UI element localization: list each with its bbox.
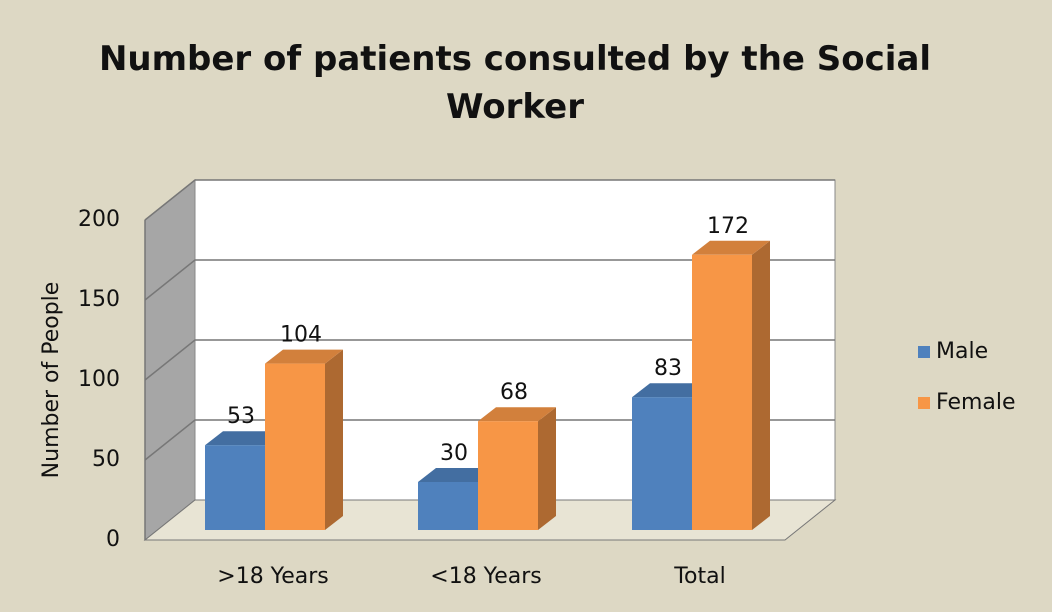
data-label: 53 <box>227 404 255 429</box>
bar-top <box>418 468 496 482</box>
data-label: 30 <box>440 441 468 466</box>
y-tick-label: 200 <box>78 207 120 232</box>
x-tick-label: >18 Years <box>217 564 328 589</box>
chart-title: Number of patients consulted by the Soci… <box>99 39 931 127</box>
bar-top <box>692 240 770 255</box>
bar <box>632 397 692 530</box>
legend-swatch <box>918 397 930 409</box>
grid-line <box>144 179 835 221</box>
bar-side <box>538 407 556 530</box>
y-tick-label: 0 <box>106 527 120 552</box>
data-label: 68 <box>500 380 528 405</box>
data-label: 104 <box>280 323 322 348</box>
y-tick-label: 50 <box>92 447 120 472</box>
legend-swatch <box>918 346 930 358</box>
legend-label: Male <box>936 339 988 364</box>
data-label: 172 <box>707 214 749 239</box>
bar <box>692 254 752 531</box>
bar <box>478 421 538 530</box>
x-tick-label: <18 Years <box>430 564 541 589</box>
bar-top <box>632 383 710 398</box>
y-tick-label: 150 <box>78 287 120 312</box>
bar-side <box>325 349 343 530</box>
bar <box>418 482 478 530</box>
bar-side <box>752 240 770 531</box>
x-tick-label: Total <box>673 564 725 589</box>
y-tick-label: 100 <box>78 367 120 392</box>
bar-top <box>265 349 343 364</box>
bar-top <box>205 431 283 446</box>
bar <box>265 363 325 530</box>
y-axis-label: Number of People <box>39 282 64 479</box>
grid-line <box>144 339 835 381</box>
bar <box>205 445 265 530</box>
legend-label: Female <box>936 390 1016 415</box>
data-label: 83 <box>654 356 682 381</box>
grid-line <box>144 419 835 461</box>
bar-top <box>478 407 556 422</box>
grid-line <box>144 259 835 301</box>
